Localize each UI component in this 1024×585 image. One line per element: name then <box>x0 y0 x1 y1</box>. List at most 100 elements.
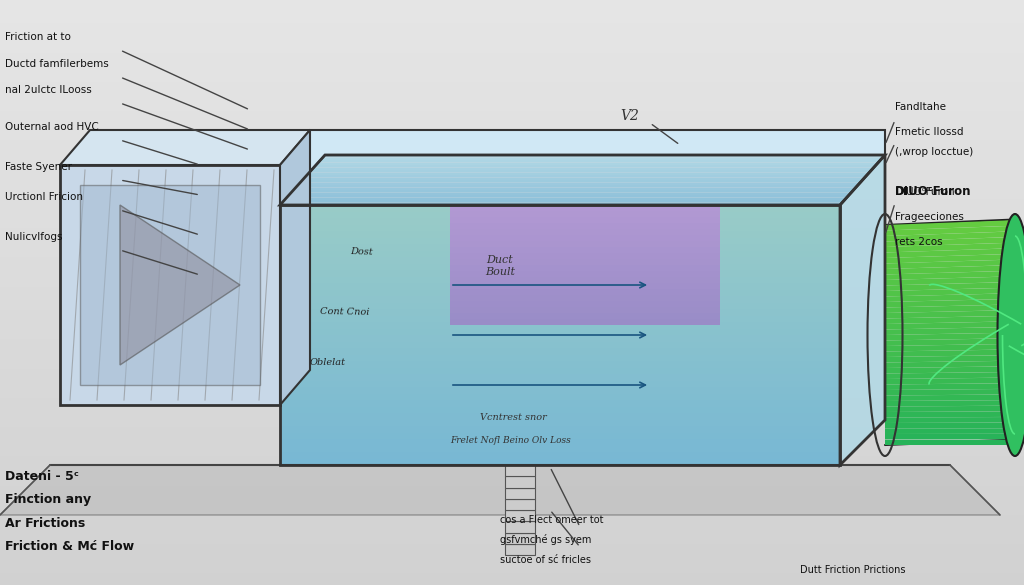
Bar <box>0 176 1024 181</box>
Polygon shape <box>280 400 840 407</box>
Bar <box>0 53 1024 58</box>
Polygon shape <box>885 232 1015 242</box>
Text: Faste Syener: Faste Syener <box>5 162 72 172</box>
Bar <box>0 18 1024 23</box>
Text: Vcntrest snor: Vcntrest snor <box>480 413 547 422</box>
Polygon shape <box>505 543 535 555</box>
Text: Frageeciones: Frageeciones <box>895 212 964 222</box>
Polygon shape <box>885 237 1015 247</box>
Polygon shape <box>840 155 885 465</box>
Polygon shape <box>885 394 1015 401</box>
Polygon shape <box>280 202 843 205</box>
Bar <box>0 164 1024 170</box>
Bar <box>0 486 1024 491</box>
Polygon shape <box>885 417 1015 423</box>
Bar <box>0 333 1024 339</box>
Polygon shape <box>450 223 720 229</box>
Bar <box>0 58 1024 64</box>
Polygon shape <box>321 157 883 160</box>
Bar <box>0 99 1024 105</box>
Polygon shape <box>283 200 845 202</box>
Bar <box>0 532 1024 538</box>
Bar <box>0 567 1024 573</box>
Polygon shape <box>298 183 860 185</box>
Bar <box>0 562 1024 567</box>
Bar <box>0 363 1024 369</box>
Polygon shape <box>280 446 840 452</box>
Polygon shape <box>280 250 840 257</box>
Polygon shape <box>280 342 840 348</box>
Polygon shape <box>60 130 310 165</box>
Bar <box>0 521 1024 526</box>
Polygon shape <box>450 247 720 253</box>
Bar <box>0 252 1024 257</box>
Text: nal 2ulctc ILooss: nal 2ulctc ILooss <box>5 85 92 95</box>
Polygon shape <box>885 316 1015 324</box>
Bar <box>0 146 1024 152</box>
Polygon shape <box>302 177 864 180</box>
Text: Friction at to: Friction at to <box>5 32 71 42</box>
Bar <box>0 538 1024 544</box>
Polygon shape <box>885 383 1015 390</box>
Bar <box>0 199 1024 205</box>
Polygon shape <box>885 389 1015 395</box>
Polygon shape <box>280 432 840 439</box>
Bar <box>0 82 1024 88</box>
Polygon shape <box>450 283 720 289</box>
Bar <box>0 64 1024 70</box>
Polygon shape <box>280 322 840 329</box>
Polygon shape <box>885 327 1015 335</box>
Text: Urctionl Fricion: Urctionl Fricion <box>5 192 83 202</box>
Polygon shape <box>450 313 720 319</box>
Polygon shape <box>885 422 1015 428</box>
Polygon shape <box>280 459 840 465</box>
Polygon shape <box>280 277 840 283</box>
Polygon shape <box>885 372 1015 379</box>
Bar <box>0 123 1024 129</box>
Polygon shape <box>885 282 1015 291</box>
Polygon shape <box>294 188 856 190</box>
Polygon shape <box>280 205 840 212</box>
Bar <box>0 544 1024 550</box>
Polygon shape <box>450 205 720 211</box>
Polygon shape <box>885 299 1015 308</box>
Polygon shape <box>285 198 847 200</box>
Polygon shape <box>450 229 720 235</box>
Bar <box>0 129 1024 135</box>
Bar <box>0 573 1024 579</box>
Text: suctoe of sć fricles: suctoe of sć fricles <box>500 555 591 565</box>
Text: rets 2cos: rets 2cos <box>895 237 943 247</box>
Polygon shape <box>885 344 1015 352</box>
Bar <box>0 187 1024 193</box>
Polygon shape <box>885 411 1015 418</box>
Bar <box>0 474 1024 480</box>
Bar <box>0 445 1024 450</box>
Bar <box>0 6 1024 12</box>
Polygon shape <box>280 407 840 413</box>
Bar <box>0 269 1024 275</box>
Bar <box>0 140 1024 146</box>
Polygon shape <box>885 361 1015 368</box>
Bar <box>0 234 1024 240</box>
Polygon shape <box>280 419 840 426</box>
Bar <box>0 111 1024 117</box>
Polygon shape <box>885 243 1015 253</box>
Bar <box>0 439 1024 445</box>
Polygon shape <box>305 175 867 177</box>
Text: Finction any: Finction any <box>5 493 91 506</box>
Bar <box>0 211 1024 216</box>
Bar <box>0 170 1024 175</box>
Bar <box>0 23 1024 29</box>
Polygon shape <box>450 259 720 265</box>
Polygon shape <box>280 335 840 342</box>
Polygon shape <box>450 241 720 247</box>
Polygon shape <box>885 271 1015 280</box>
Polygon shape <box>505 510 535 521</box>
Polygon shape <box>885 434 1015 439</box>
Polygon shape <box>280 130 310 405</box>
Polygon shape <box>280 380 840 387</box>
Polygon shape <box>120 205 240 365</box>
Polygon shape <box>885 220 1015 230</box>
Bar <box>0 468 1024 474</box>
Text: Frelet Nofl Beino Olv Loss: Frelet Nofl Beino Olv Loss <box>450 436 570 445</box>
